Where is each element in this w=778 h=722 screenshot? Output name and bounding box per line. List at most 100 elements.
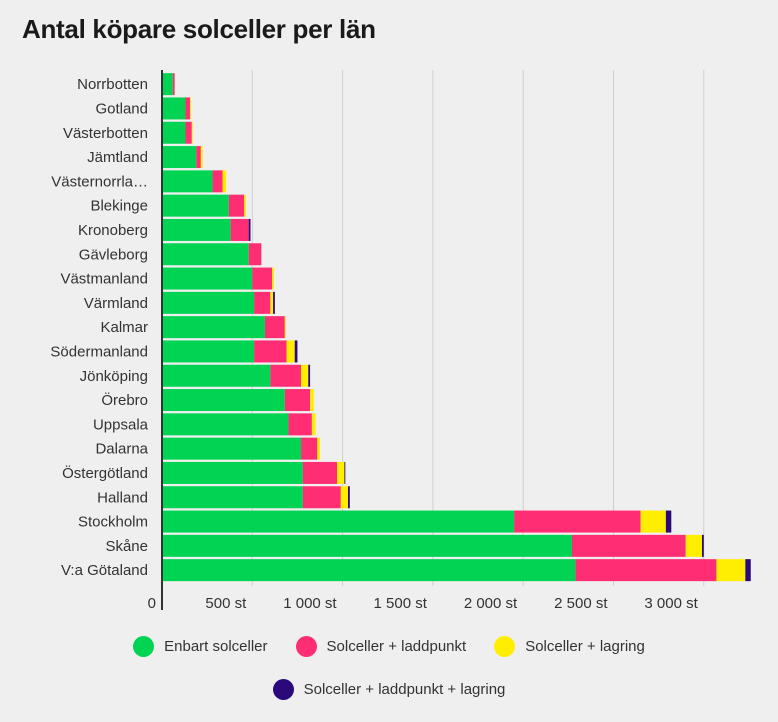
bar-2-4 xyxy=(196,146,201,169)
bar-2-17 xyxy=(302,461,338,484)
bar-3-12 xyxy=(286,340,295,363)
bar-3-5 xyxy=(222,170,227,193)
bar-2-19 xyxy=(514,510,641,533)
bar-3-20 xyxy=(685,534,702,557)
legend-swatch-laddpunkt xyxy=(295,636,317,657)
bar-4-18 xyxy=(348,486,350,509)
bar-4-17 xyxy=(344,461,346,484)
x-tick-label-1000: 1 000 st xyxy=(283,595,337,612)
x-tick-label-3000: 3 000 st xyxy=(644,595,698,612)
category-label-21: V:a Götaland xyxy=(61,562,148,579)
bar-1-2 xyxy=(162,97,186,120)
chart-title: Antal köpare solceller per län xyxy=(22,14,376,44)
bar-1-21 xyxy=(162,559,576,582)
category-label-3: Västerbotten xyxy=(63,125,148,142)
bar-3-3 xyxy=(191,121,193,144)
bar-4-19 xyxy=(665,510,672,533)
x-tick-label-500: 500 st xyxy=(205,595,247,612)
bar-2-18 xyxy=(302,486,341,509)
bar-2-10 xyxy=(254,291,271,314)
bar-1-18 xyxy=(162,486,303,509)
category-label-12: Södermanland xyxy=(50,343,148,360)
category-label-8: Gävleborg xyxy=(79,246,148,263)
category-label-4: Jämtland xyxy=(87,149,148,166)
category-label-19: Stockholm xyxy=(78,514,148,531)
legend-label-laddpunkt: Solceller + laddpunkt xyxy=(326,638,467,655)
category-label-2: Gotland xyxy=(95,100,148,117)
legend-swatch-enbart xyxy=(133,636,155,657)
bar-2-14 xyxy=(284,389,311,412)
bar-3-6 xyxy=(244,194,246,217)
bar-3-16 xyxy=(317,437,321,460)
bar-2-12 xyxy=(254,340,287,363)
bar-3-21 xyxy=(716,559,746,582)
legend-row-1: Enbart solceller Solceller + laddpunkt S… xyxy=(0,636,778,657)
legend-label-alla: Solceller + laddpunkt + lagring xyxy=(303,681,506,698)
bar-1-11 xyxy=(162,316,265,339)
category-label-5: Västernorrla… xyxy=(51,173,148,190)
bar-3-9 xyxy=(272,267,274,290)
legend-swatch-alla xyxy=(272,679,294,700)
category-label-10: Värmland xyxy=(84,295,148,312)
bar-1-1 xyxy=(162,73,173,96)
bar-1-15 xyxy=(162,413,289,436)
bar-3-15 xyxy=(311,413,316,436)
category-label-16: Dalarna xyxy=(95,441,148,458)
legend-label-enbart: Enbart solceller xyxy=(164,638,268,655)
category-label-7: Kronoberg xyxy=(78,222,148,239)
x-tick-label-0: 0 xyxy=(148,595,156,612)
bar-2-9 xyxy=(252,267,273,290)
legend-swatch-lagring xyxy=(494,636,516,657)
legend: Enbart solceller Solceller + laddpunkt S… xyxy=(0,636,778,722)
bar-3-10 xyxy=(270,291,274,314)
bar-2-1 xyxy=(172,73,175,96)
bar-2-21 xyxy=(575,559,717,582)
bar-1-17 xyxy=(162,461,303,484)
bar-3-13 xyxy=(301,364,309,387)
category-label-9: Västmanland xyxy=(60,271,148,288)
bar-4-12 xyxy=(294,340,298,363)
bar-1-10 xyxy=(162,291,255,314)
bar-1-4 xyxy=(162,146,197,169)
bar-2-15 xyxy=(288,413,312,436)
bar-3-14 xyxy=(310,389,314,412)
bar-1-16 xyxy=(162,437,302,460)
bar-1-7 xyxy=(162,218,231,241)
x-tick-label-2000: 2 000 st xyxy=(464,595,518,612)
bar-3-4 xyxy=(200,146,203,169)
bar-1-9 xyxy=(162,267,253,290)
category-label-17: Östergötland xyxy=(62,464,148,482)
category-label-14: Örebro xyxy=(101,391,148,409)
bar-4-20 xyxy=(701,534,704,557)
bar-2-11 xyxy=(264,316,285,339)
bar-1-6 xyxy=(162,194,229,217)
legend-item-enbart: Enbart solceller xyxy=(133,636,268,657)
category-label-6: Blekinge xyxy=(90,198,148,215)
bar-chart: Norrbotten Gotland Västerbotten Jämtland Väs… xyxy=(50,70,751,612)
bar-4-13 xyxy=(308,364,311,387)
bar-2-3 xyxy=(185,121,192,144)
bar-3-18 xyxy=(340,486,349,509)
bar-3-11 xyxy=(284,316,286,339)
category-label-20: Skåne xyxy=(105,538,148,555)
bar-4-10 xyxy=(273,291,275,314)
legend-row-2: Solceller + laddpunkt + lagring xyxy=(0,679,778,700)
bar-1-20 xyxy=(162,534,572,557)
category-label-1: Norrbotten xyxy=(77,76,148,93)
bar-4-21 xyxy=(745,559,751,582)
bar-1-19 xyxy=(162,510,515,533)
bar-1-13 xyxy=(162,364,271,387)
bar-2-16 xyxy=(301,437,318,460)
bar-2-6 xyxy=(228,194,245,217)
bar-1-8 xyxy=(162,243,249,266)
bar-2-20 xyxy=(571,534,686,557)
bar-1-14 xyxy=(162,389,285,412)
bar-2-7 xyxy=(230,218,249,241)
category-label-11: Kalmar xyxy=(100,319,148,336)
legend-item-laddpunkt: Solceller + laddpunkt xyxy=(295,636,467,657)
x-tick-label-2500: 2 500 st xyxy=(554,595,608,612)
bar-3-19 xyxy=(640,510,666,533)
bar-3-2 xyxy=(189,97,191,120)
legend-label-lagring: Solceller + lagring xyxy=(525,638,645,655)
bar-4-7 xyxy=(248,218,251,241)
